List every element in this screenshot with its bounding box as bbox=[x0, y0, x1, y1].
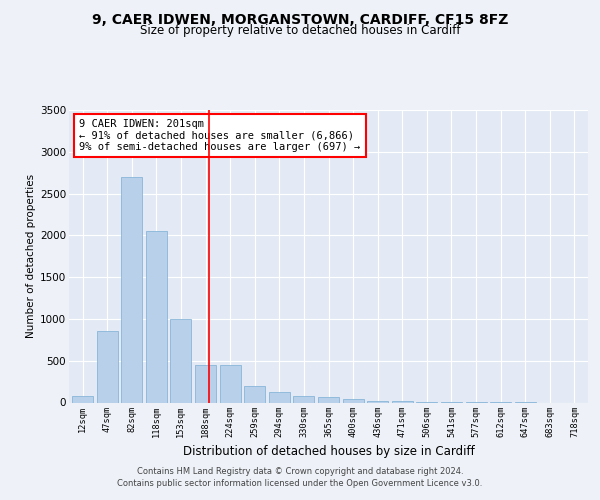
Bar bbox=[170, 319, 191, 402]
Bar bbox=[244, 386, 265, 402]
Bar bbox=[72, 396, 93, 402]
Bar bbox=[367, 401, 388, 402]
Bar bbox=[293, 396, 314, 402]
Bar bbox=[220, 365, 241, 403]
Bar bbox=[97, 332, 118, 402]
Bar bbox=[195, 365, 216, 403]
Bar bbox=[146, 231, 167, 402]
X-axis label: Distribution of detached houses by size in Cardiff: Distribution of detached houses by size … bbox=[182, 445, 475, 458]
Text: Size of property relative to detached houses in Cardiff: Size of property relative to detached ho… bbox=[140, 24, 460, 37]
Text: 9 CAER IDWEN: 201sqm
← 91% of detached houses are smaller (6,866)
9% of semi-det: 9 CAER IDWEN: 201sqm ← 91% of detached h… bbox=[79, 119, 361, 152]
Bar bbox=[343, 399, 364, 402]
Text: Contains public sector information licensed under the Open Government Licence v3: Contains public sector information licen… bbox=[118, 479, 482, 488]
Text: Contains HM Land Registry data © Crown copyright and database right 2024.: Contains HM Land Registry data © Crown c… bbox=[137, 468, 463, 476]
Bar bbox=[121, 177, 142, 402]
Bar bbox=[318, 398, 339, 402]
Bar bbox=[269, 392, 290, 402]
Text: 9, CAER IDWEN, MORGANSTOWN, CARDIFF, CF15 8FZ: 9, CAER IDWEN, MORGANSTOWN, CARDIFF, CF1… bbox=[92, 12, 508, 26]
Y-axis label: Number of detached properties: Number of detached properties bbox=[26, 174, 36, 338]
